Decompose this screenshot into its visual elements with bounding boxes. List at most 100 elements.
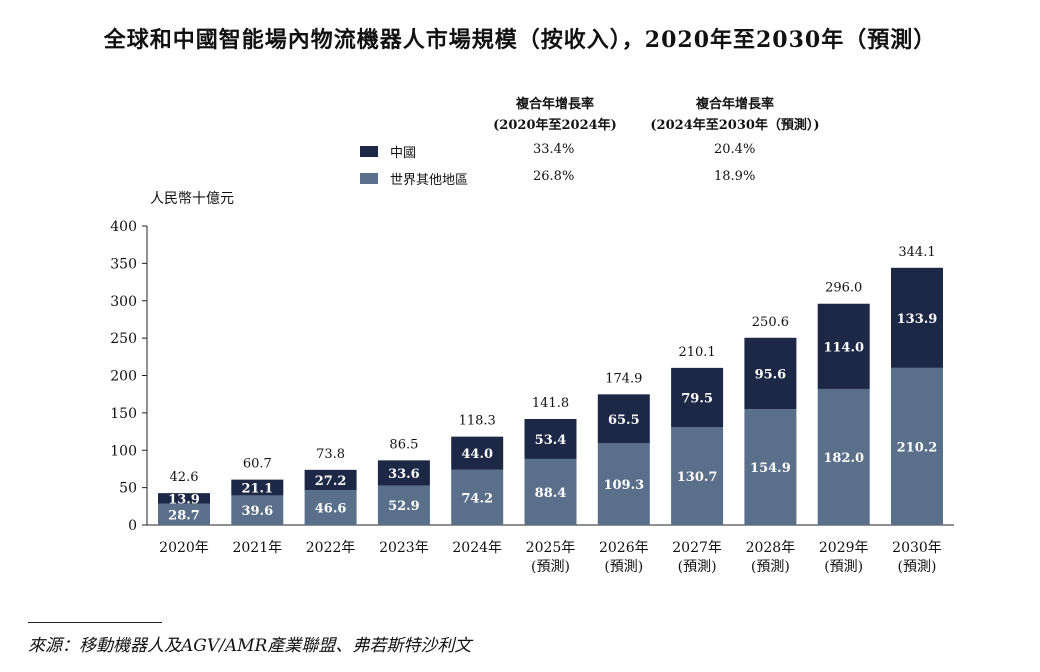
bar-segment-china [158,493,210,504]
data-label-total: 344.1 [898,245,935,260]
y-tick-label: 0 [128,518,137,534]
cagr-header-2024-2030: 複合年增長率 (2024年至2030年（預測）) [640,94,830,136]
bar-segment-rest-of-world [451,469,504,525]
data-label-total: 250.6 [752,315,789,330]
data-label-china: 13.9 [168,492,200,507]
data-label-china: 133.9 [897,312,938,327]
data-label-china: 21.1 [241,482,273,497]
bar-segment-rest-of-world [377,485,430,525]
data-label-rest-of-world: 46.6 [315,502,347,517]
x-tick-label: 2027年 [672,540,722,556]
legend-label-rest-of-world: 世界其他地區 [390,173,469,188]
x-tick-label: (預測) [678,559,717,575]
cagr-rest-of-world-2020-2024: 26.8% [533,169,575,184]
data-label-total: 296.0 [825,281,862,296]
data-label-total: 73.8 [316,447,345,462]
bar-segment-rest-of-world [524,458,577,525]
y-tick-label: 200 [110,369,137,385]
legend-swatch-china [360,146,378,157]
data-label-china: 79.5 [681,392,713,407]
x-tick-label: 2022年 [306,540,356,556]
x-tick-label: 2021年 [232,540,282,556]
cagr-header-2020-2024-line1: 複合年增長率 [515,97,594,112]
data-label-rest-of-world: 52.9 [388,499,420,514]
bar-segment-china [597,394,650,444]
x-tick-label: 2020年 [159,540,209,556]
data-label-total: 174.9 [605,371,642,386]
data-label-rest-of-world: 28.7 [168,508,200,523]
data-label-china: 114.0 [823,340,864,355]
data-label-rest-of-world: 210.2 [897,440,938,455]
bar-segment-china [231,479,284,496]
data-label-rest-of-world: 88.4 [535,486,567,501]
data-label-total: 42.6 [170,470,199,485]
data-label-rest-of-world: 154.9 [750,461,791,476]
cagr-china-2020-2024: 33.4% [533,142,575,157]
data-label-china: 65.5 [608,413,640,428]
source-note: 來源：移動機器人及AGV/AMR產業聯盟、弗若斯特沙利文 [28,636,472,656]
x-tick-label: 2026年 [599,540,649,556]
y-tick-label: 400 [110,219,137,235]
data-label-china: 33.6 [388,467,420,482]
x-tick-label: (預測) [751,559,790,575]
x-tick-label: 2029年 [819,540,869,556]
cagr-china-2024-2030: 20.4% [714,142,756,157]
data-label-china: 44.0 [461,447,493,462]
y-tick-label: 350 [110,256,137,272]
x-tick-label: 2023年 [379,540,429,556]
chart-title: 全球和中國智能場內物流機器人市場規模（按收入），2020年至2030年（預測） [103,27,937,53]
y-tick-label: 50 [119,481,137,497]
data-label-total: 141.8 [532,396,569,411]
y-tick-label: 250 [110,331,137,347]
bar-segment-rest-of-world [304,490,357,525]
bar-segment-rest-of-world [744,409,797,525]
bar-segment-china [817,303,870,389]
data-label-rest-of-world: 130.7 [677,470,718,485]
bar-segment-rest-of-world [671,427,724,525]
data-label-rest-of-world: 74.2 [461,491,493,506]
source-divider [28,622,162,623]
data-label-total: 86.5 [389,437,418,452]
data-label-china: 27.2 [315,474,347,489]
bar-segment-china [891,267,943,368]
data-label-total: 118.3 [459,414,496,429]
data-label-rest-of-world: 182.0 [823,451,864,466]
cagr-header-2020-2024: 複合年增長率 (2020年至2024年) [485,94,625,136]
cagr-rest-of-world-2024-2030: 18.9% [714,169,756,184]
bar-segment-china [304,469,357,491]
data-label-rest-of-world: 109.3 [603,478,644,493]
bar-segment-rest-of-world [158,503,210,525]
bar-segment-china [451,436,504,470]
bar-segment-rest-of-world [817,388,870,525]
cagr-header-2024-2030-line2: (2024年至2030年（預測）) [650,118,820,133]
data-label-rest-of-world: 39.6 [241,504,273,519]
bar-segment-china [524,419,577,459]
bar-segment-china [744,337,797,410]
x-tick-label: 2028年 [746,540,796,556]
bar-segment-china [377,460,430,486]
legend-label-china: 中國 [390,146,417,161]
y-tick-label: 100 [110,443,137,459]
cagr-header-2020-2024-line2: (2020年至2024年) [493,118,617,133]
y-axis-label: 人民幣十億元 [150,191,234,207]
bar-segment-rest-of-world [597,443,650,525]
x-tick-label: (預測) [604,559,643,575]
x-tick-label: 2024年 [452,540,502,556]
x-tick-label: (預測) [824,559,863,575]
x-tick-label: 2030年 [892,540,942,556]
legend-swatch-rest-of-world [360,173,378,184]
bar-segment-rest-of-world [891,367,943,525]
data-label-china: 95.6 [755,367,787,382]
cagr-header-2024-2030-line1: 複合年增長率 [695,97,774,112]
data-label-total: 60.7 [243,457,272,472]
bar-segment-rest-of-world [231,495,284,525]
bar-segment-china [671,367,724,428]
y-tick-label: 150 [110,406,137,422]
x-tick-label: (預測) [898,559,937,575]
data-label-total: 210.1 [678,345,715,360]
x-tick-label: 2025年 [526,540,576,556]
y-tick-label: 300 [110,294,137,310]
x-tick-label: (預測) [531,559,570,575]
data-label-china: 53.4 [535,433,567,448]
